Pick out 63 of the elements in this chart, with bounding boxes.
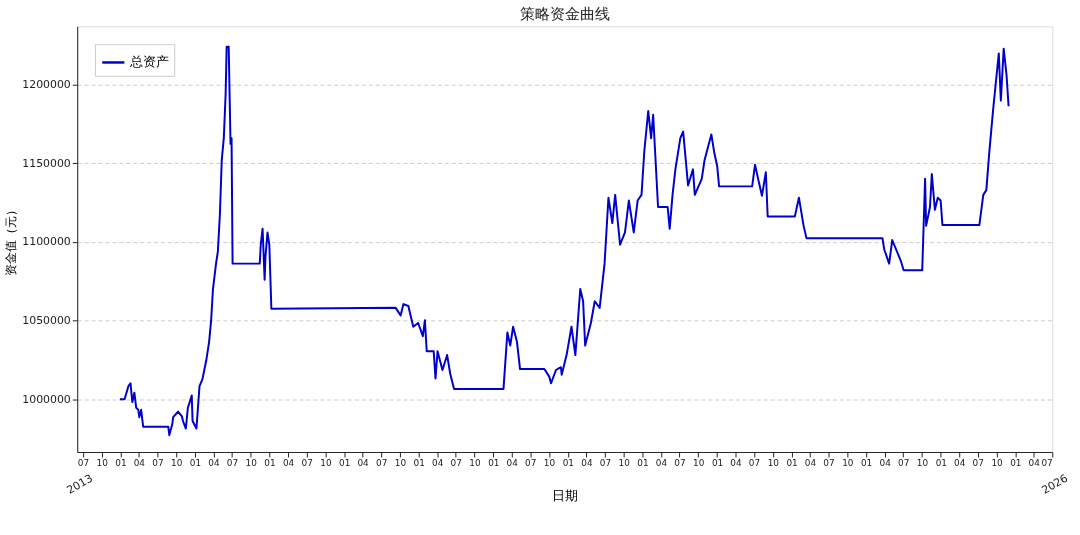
- x-tick-label: 10: [767, 458, 780, 469]
- x-tick-label: 10: [991, 458, 1004, 469]
- x-tick-label: 07: [1041, 458, 1053, 469]
- x-tick-label: 01: [860, 458, 873, 469]
- x-tick-label: 07: [674, 458, 686, 469]
- x-tick-label: 10: [618, 458, 631, 469]
- x-tick-label: 01: [488, 458, 500, 469]
- x-tick-label: 01: [637, 458, 649, 469]
- x-tick-label: 01: [711, 458, 724, 469]
- x-tick-label: 04: [730, 458, 742, 469]
- x-tick-label: 01: [115, 458, 127, 469]
- x-tick-label: 01: [562, 458, 574, 469]
- x-tick-label: 01: [1010, 458, 1022, 469]
- x-tick-label: 10: [320, 458, 332, 469]
- x-tick-label: 01: [189, 458, 202, 469]
- x-tick-label: 04: [1028, 458, 1041, 469]
- x-tick-label: 04: [133, 458, 146, 469]
- x-tick-label: 07: [898, 458, 910, 469]
- x-tick-label: 10: [171, 458, 183, 469]
- x-tick-label: 01: [935, 458, 947, 469]
- x-tick-label: 07: [972, 458, 984, 469]
- x-tick-label: 01: [264, 458, 276, 469]
- x-tick-label: 04: [357, 458, 370, 469]
- x-axis-title: 日期: [552, 488, 579, 503]
- x-tick-label: 10: [245, 458, 258, 469]
- y-axis-title: 资金值（元）: [4, 203, 19, 276]
- x-tick-label: 10: [543, 458, 556, 469]
- chart-title: 策略资金曲线: [519, 5, 610, 23]
- x-tick-label: 10: [394, 458, 407, 469]
- y-tick-label: 1150000: [22, 156, 71, 170]
- y-tick-label: 1050000: [22, 314, 71, 328]
- x-tick-label: 10: [693, 458, 705, 469]
- x-tick-label: 07: [301, 458, 313, 469]
- x-tick-label: 04: [804, 458, 817, 469]
- y-tick-label: 1000000: [22, 392, 71, 406]
- legend-label: 总资产: [128, 54, 169, 70]
- x-tick-label: 07: [77, 458, 90, 469]
- x-tick-label: 07: [823, 458, 835, 469]
- x-tick-label: 07: [152, 458, 164, 469]
- y-tick-label: 1100000: [22, 235, 71, 249]
- x-tick-label: 04: [879, 458, 892, 469]
- x-tick-label: 10: [96, 458, 109, 469]
- x-tick-label: 10: [916, 458, 929, 469]
- x-tick-label: 10: [469, 458, 481, 469]
- x-tick-label: 07: [376, 458, 388, 469]
- x-tick-label: 04: [954, 458, 966, 469]
- x-tick-label: 04: [506, 458, 519, 469]
- x-tick-label: 07: [450, 458, 462, 469]
- x-tick-label: 07: [226, 458, 239, 469]
- x-tick-label: 04: [208, 458, 220, 469]
- y-tick-label: 1200000: [22, 78, 71, 92]
- x-tick-label: 10: [842, 458, 854, 469]
- x-tick-label: 07: [748, 458, 761, 469]
- line-series: [118, 45, 1010, 437]
- x-tick-label: 04: [581, 458, 593, 469]
- x-tick-label: 04: [655, 458, 668, 469]
- x-tick-label: 07: [525, 458, 537, 469]
- x-tick-label: 04: [431, 458, 444, 469]
- x-tick-label: 01: [786, 458, 798, 469]
- x-tick-label: 01: [339, 458, 351, 469]
- x-tick-label: 07: [599, 458, 612, 469]
- x-tick-label: 04: [282, 458, 295, 469]
- x-tick-label: 01: [413, 458, 425, 469]
